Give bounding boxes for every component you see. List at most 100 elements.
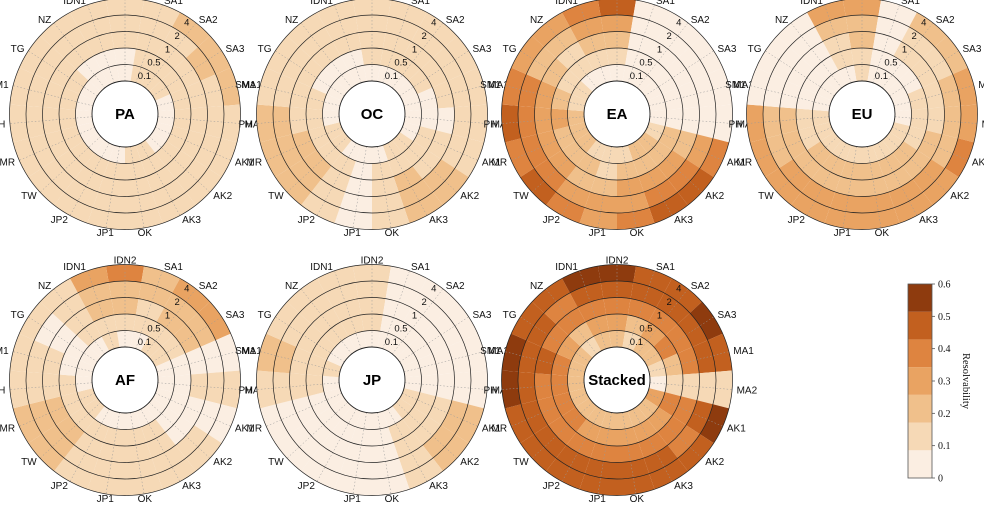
sector-label-mr: MR <box>492 424 508 435</box>
cell-tg-ring-2 <box>296 58 324 88</box>
cell-sa1-ring-3 <box>875 16 910 42</box>
cell-idn1-ring-1 <box>585 314 609 337</box>
cell-sa1-ring-2 <box>135 298 165 322</box>
sector-label-ma1: MA1 <box>488 80 509 91</box>
cell-nz-ring-3 <box>52 292 86 325</box>
cell-ma2-ring-0 <box>156 375 175 393</box>
cell-ok-ring-1 <box>862 160 884 180</box>
colorbar-tick-label: 0.5 <box>938 312 951 323</box>
cell-ma2-ring-4 <box>712 370 733 409</box>
cell-ak2-ring-3 <box>175 159 208 193</box>
cell-mr-ring-3 <box>276 400 303 435</box>
cell-idn1-ring-1 <box>830 48 854 71</box>
cell-jp2-ring-1 <box>576 153 601 177</box>
ring-label: 0.5 <box>394 324 407 335</box>
cell-tw-ring-3 <box>779 159 812 193</box>
sector-label-idn1: IDN1 <box>310 262 333 273</box>
sector-label-sa3: SA3 <box>473 310 492 321</box>
cell-ph-ring-1 <box>306 374 325 397</box>
cell-sa3-ring-2 <box>420 58 448 88</box>
cell-sa2-ring-3 <box>411 292 445 325</box>
cell-ak1-ring-2 <box>672 396 697 426</box>
cell-jp2-ring-4 <box>791 192 830 224</box>
cell-ak3-ring-1 <box>388 153 413 177</box>
sector-label-ak1: AK1 <box>235 424 254 435</box>
sector-label-idn1: IDN1 <box>555 262 578 273</box>
cell-tg-ring-4 <box>19 301 53 341</box>
cell-ak1-ring-4 <box>699 404 729 444</box>
cell-idn2-ring-2 <box>848 31 876 49</box>
polar-panel-pa: 0.1 0.5 124 IDN2 SA1 SA2 SA3 MA1 MA2 AK1 AK2 AK3 OK J… <box>0 0 266 239</box>
sector-label-nz: NZ <box>285 281 298 292</box>
cell-mr-ring-2 <box>45 396 70 426</box>
cell-nz-ring-4 <box>287 278 325 313</box>
cell-ok-ring-4 <box>125 473 163 496</box>
cell-idn1-ring-2 <box>85 32 115 56</box>
cell-ak3-ring-4 <box>894 192 933 224</box>
cell-sm1-ring-4 <box>501 67 527 106</box>
cell-idn2-ring-2 <box>358 297 386 315</box>
sector-label-ma2: MA2 <box>245 119 266 130</box>
sector-label-jp2: JP2 <box>543 215 561 226</box>
cell-sa3-ring-2 <box>420 324 448 354</box>
cell-sa1-ring-3 <box>385 282 420 308</box>
sector-label-ak1: AK1 <box>235 158 254 169</box>
sector-label-ma1: MA1 <box>733 346 754 357</box>
cell-ak3-ring-1 <box>633 153 658 177</box>
cell-sa2-ring-4 <box>419 278 457 313</box>
sector-label-tg: TG <box>503 44 517 55</box>
cell-jp2-ring-0 <box>94 140 115 161</box>
ring-label: 2 <box>667 297 672 308</box>
cell-idn2-ring-2 <box>603 297 631 315</box>
cell-sa2-ring-2 <box>156 307 186 336</box>
cell-nz-ring-2 <box>556 41 586 70</box>
cell-tg-ring-2 <box>296 324 324 354</box>
cell-sa2-ring-3 <box>164 26 198 59</box>
ring-circle <box>25 280 225 480</box>
sector-label-idn1: IDN1 <box>63 262 86 273</box>
cell-jp2-ring-3 <box>556 179 591 208</box>
panel-title: Stacked <box>588 372 646 389</box>
cell-ak1-ring-4 <box>944 138 974 178</box>
cell-sa3-ring-0 <box>149 80 171 101</box>
sector-label-ak3: AK3 <box>182 481 201 492</box>
cell-ma2-ring-1 <box>419 108 438 131</box>
cell-ma2-ring-3 <box>451 105 471 139</box>
cell-ma1-ring-1 <box>417 353 438 376</box>
cell-tg-ring-3 <box>526 312 557 347</box>
cell-ak1-ring-4 <box>207 404 237 444</box>
sector-label-sm1: SM1 <box>0 346 9 357</box>
ring-circle <box>75 330 175 430</box>
sector-label-ak2: AK2 <box>950 191 969 202</box>
cell-mr-ring-1 <box>553 392 576 417</box>
cell-ph-ring-4 <box>256 370 277 409</box>
cell-mr-ring-2 <box>292 396 317 426</box>
panel-title: EU <box>852 106 873 123</box>
cell-sa1-ring-0 <box>622 65 641 85</box>
cell-ma2-ring-4 <box>957 104 978 143</box>
cell-jp2-ring-3 <box>311 445 346 474</box>
cell-ak2-ring-2 <box>165 416 195 446</box>
panel-title: JP <box>363 372 381 389</box>
sector-label-ak1: AK1 <box>482 424 501 435</box>
ring-circle <box>567 64 667 164</box>
sector-label-ok: OK <box>630 494 645 505</box>
cell-ph-ring-0 <box>567 375 586 393</box>
sector-label-idn1: IDN1 <box>800 0 823 7</box>
cell-sa1-ring-1 <box>625 48 649 71</box>
cell-tg-ring-0 <box>816 80 838 101</box>
ring-circle <box>58 313 192 447</box>
cell-idn2-ring-1 <box>361 48 383 66</box>
cell-jp2-ring-0 <box>341 140 362 161</box>
cell-ma2-ring-0 <box>648 375 667 393</box>
cell-ak2-ring-2 <box>902 150 932 180</box>
cell-sa3-ring-2 <box>173 324 201 354</box>
cell-ph-ring-4 <box>256 104 277 143</box>
cell-idn1-ring-2 <box>577 32 607 56</box>
cell-jp2-ring-0 <box>831 140 852 161</box>
sector-label-idn2: IDN2 <box>361 0 384 1</box>
cell-sm1-ring-1 <box>59 87 80 110</box>
panel-title: PA <box>115 106 135 123</box>
cell-jp1-ring-3 <box>829 192 862 214</box>
cell-sa3-ring-3 <box>185 46 216 81</box>
